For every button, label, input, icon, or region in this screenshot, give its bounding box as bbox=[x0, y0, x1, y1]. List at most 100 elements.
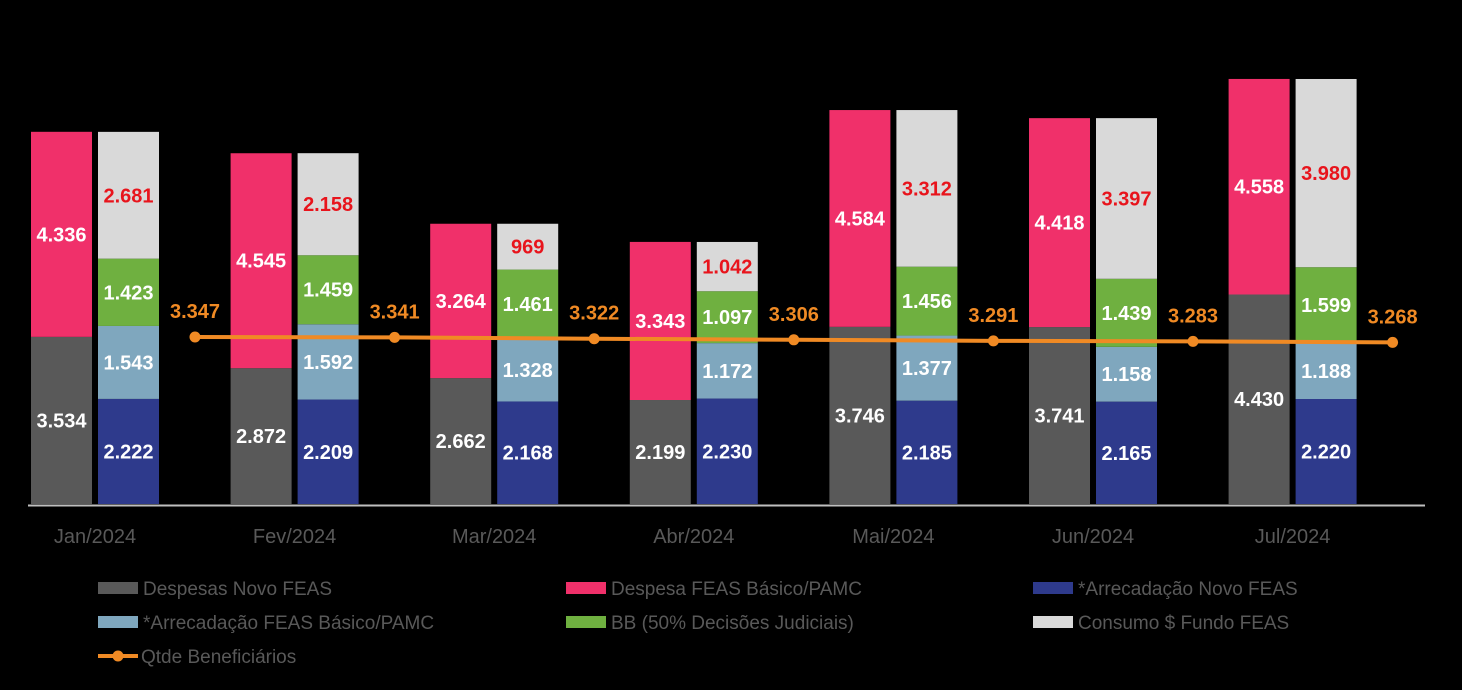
bar-bb-2 bbox=[497, 269, 559, 339]
legend-swatch-consumo bbox=[1033, 616, 1073, 628]
data-label-despesas_novo-1: 2.872 bbox=[236, 426, 286, 448]
data-label-arrec_novo-0: 2.222 bbox=[103, 441, 153, 463]
bar-despesas_novo-2 bbox=[430, 378, 492, 504]
legend-swatch-arrec_basico bbox=[98, 616, 138, 628]
data-label-despesas_novo-3: 2.199 bbox=[635, 442, 685, 464]
data-label-despesas_novo-0: 3.534 bbox=[36, 410, 87, 432]
bar-arrec_novo-5 bbox=[1096, 401, 1157, 504]
data-label-bb-6: 1.599 bbox=[1301, 295, 1351, 317]
data-label-bb-2: 1.461 bbox=[503, 294, 553, 316]
legend-label-despesas_novo: Despesas Novo FEAS bbox=[143, 579, 332, 600]
bar-despesa_basico-5 bbox=[1029, 118, 1090, 328]
bar-arrec_novo-6 bbox=[1295, 399, 1357, 504]
line-point-4 bbox=[987, 335, 999, 347]
data-label-bb-3: 1.097 bbox=[702, 307, 752, 329]
legend-swatch-despesas_novo bbox=[98, 582, 138, 594]
line-series-layer: 3.347 3.341 3.322 3.306 3.291 3.283 3.268 bbox=[170, 301, 1418, 348]
x-tick-label-1: Fev/2024 bbox=[253, 526, 336, 548]
bar-consumo-1 bbox=[297, 153, 359, 256]
data-label-despesa_basico-3: 3.343 bbox=[635, 311, 685, 333]
data-label-despesa_basico-2: 3.264 bbox=[436, 291, 487, 313]
x-tick-labels: Jan/2024 Fev/2024 Mar/2024 Abr/2024 Mai/2024… bbox=[54, 526, 1331, 548]
x-tick-label-6: Jul/2024 bbox=[1255, 526, 1331, 548]
bar-arrec_basico-6 bbox=[1295, 342, 1357, 400]
data-label-despesa_basico-4: 4.584 bbox=[835, 208, 886, 230]
data-label-despesa_basico-5: 4.418 bbox=[1034, 213, 1084, 235]
bar-consumo-6 bbox=[1295, 78, 1357, 268]
x-tick-label-4: Mai/2024 bbox=[852, 526, 934, 548]
bar-arrec_basico-3 bbox=[696, 343, 758, 399]
data-label-despesas_novo-5: 3.741 bbox=[1034, 406, 1084, 428]
line-point-3 bbox=[788, 334, 800, 346]
bar-despesa_basico-6 bbox=[1228, 78, 1290, 295]
data-label-despesas_novo-2: 2.662 bbox=[436, 431, 486, 453]
bar-despesa_basico-1 bbox=[230, 153, 292, 369]
line-point-6 bbox=[1387, 336, 1399, 348]
legend-swatch-arrec_novo bbox=[1033, 582, 1073, 594]
data-label-despesa_basico-1: 4.545 bbox=[236, 251, 286, 273]
data-label-bb-5: 1.439 bbox=[1101, 303, 1151, 325]
data-label-arrec_novo-3: 2.230 bbox=[702, 441, 752, 463]
bar-despesa_basico-3 bbox=[629, 241, 691, 401]
data-label-consumo-0: 2.681 bbox=[103, 185, 153, 207]
legend-label-consumo: Consumo $ Fundo FEAS bbox=[1078, 613, 1289, 634]
legend-label-line: Qtde Beneficiários bbox=[141, 647, 296, 668]
data-label-consumo-4: 3.312 bbox=[902, 178, 952, 200]
bar-bb-4 bbox=[896, 266, 958, 336]
bar-arrec_basico-2 bbox=[497, 338, 559, 402]
bars-layer: 3.534 4.336 2.222 1.543 1.423 2.681 2.872 4.545… bbox=[31, 78, 1357, 504]
legend-swatch-despesa_basico bbox=[566, 582, 606, 594]
line-label-4: 3.291 bbox=[968, 305, 1018, 327]
bar-bb-5 bbox=[1096, 278, 1157, 347]
data-label-arrec_novo-5: 2.165 bbox=[1101, 443, 1151, 465]
data-label-arrec_basico-5: 1.158 bbox=[1101, 364, 1151, 386]
data-label-bb-1: 1.459 bbox=[303, 280, 353, 302]
data-label-arrec_basico-4: 1.377 bbox=[902, 358, 952, 380]
bar-consumo-4 bbox=[896, 110, 958, 267]
legend-label-bb: BB (50% Decisões Judiciais) bbox=[611, 613, 854, 634]
data-label-arrec_basico-1: 1.592 bbox=[303, 352, 353, 374]
data-label-despesas_novo-4: 3.746 bbox=[835, 405, 885, 427]
bar-arrec_basico-0 bbox=[98, 325, 159, 399]
bar-arrec_basico-5 bbox=[1096, 346, 1157, 402]
data-label-arrec_basico-0: 1.543 bbox=[103, 352, 153, 374]
legend: Despesas Novo FEAS Despesa FEAS Básico/PA… bbox=[98, 579, 1298, 668]
line-point-5 bbox=[1187, 335, 1199, 347]
x-tick-label-5: Jun/2024 bbox=[1052, 526, 1134, 548]
bar-despesas_novo-6 bbox=[1228, 294, 1290, 504]
data-label-consumo-6: 3.980 bbox=[1301, 163, 1351, 185]
data-label-arrec_basico-3: 1.172 bbox=[702, 361, 752, 383]
bar-arrec_basico-4 bbox=[896, 335, 958, 401]
line-label-0: 3.347 bbox=[170, 301, 220, 323]
legend-label-arrec_basico: *Arrecadação FEAS Básico/PAMC bbox=[143, 613, 434, 634]
data-label-despesas_novo-6: 4.430 bbox=[1234, 389, 1284, 411]
data-label-despesa_basico-0: 4.336 bbox=[36, 224, 86, 246]
data-label-arrec_basico-6: 1.188 bbox=[1301, 361, 1351, 383]
bar-consumo-5 bbox=[1096, 118, 1157, 279]
data-label-consumo-2: 969 bbox=[511, 237, 544, 259]
line-label-6: 3.268 bbox=[1368, 306, 1418, 328]
bar-bb-3 bbox=[696, 291, 758, 344]
data-label-arrec_novo-6: 2.220 bbox=[1301, 442, 1351, 464]
bar-bb-6 bbox=[1295, 267, 1357, 343]
x-tick-label-3: Abr/2024 bbox=[653, 526, 734, 548]
bar-bb-0 bbox=[98, 258, 159, 326]
bar-arrec_novo-2 bbox=[497, 401, 559, 504]
bar-despesas_novo-4 bbox=[829, 326, 891, 504]
bar-consumo-2 bbox=[497, 223, 559, 270]
bar-arrec_novo-0 bbox=[98, 398, 159, 504]
bar-consumo-3 bbox=[696, 241, 758, 292]
data-label-arrec_novo-1: 2.209 bbox=[303, 442, 353, 464]
bar-arrec_novo-4 bbox=[896, 400, 958, 504]
line-point-0 bbox=[189, 331, 201, 343]
data-label-bb-0: 1.423 bbox=[103, 282, 153, 304]
line-label-2: 3.322 bbox=[569, 303, 619, 325]
data-label-consumo-3: 1.042 bbox=[702, 257, 752, 279]
bar-consumo-0 bbox=[98, 131, 159, 259]
line-point-1 bbox=[389, 331, 401, 343]
data-label-consumo-1: 2.158 bbox=[303, 194, 353, 216]
data-label-despesa_basico-6: 4.558 bbox=[1234, 177, 1284, 199]
bar-despesa_basico-0 bbox=[31, 131, 92, 337]
legend-label-despesa_basico: Despesa FEAS Básico/PAMC bbox=[611, 579, 862, 600]
